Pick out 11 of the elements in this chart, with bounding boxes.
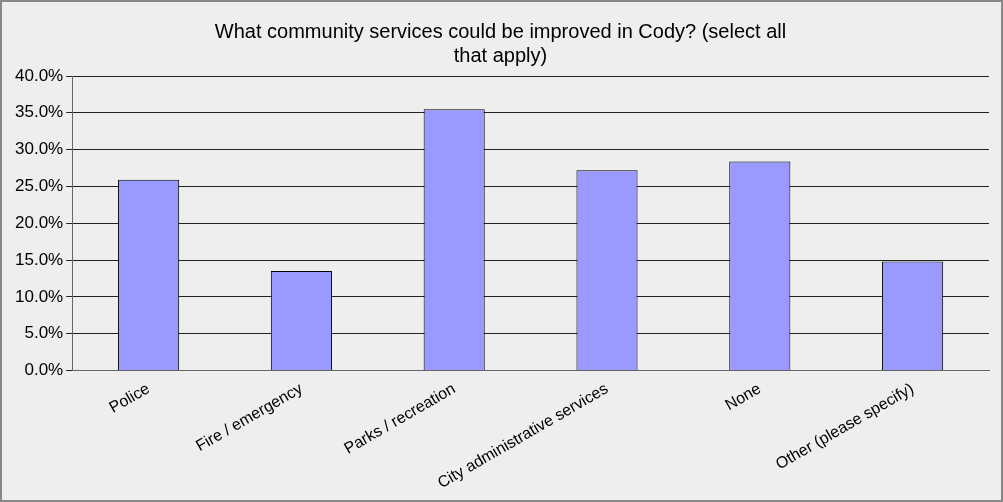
y-tick-label: 20.0% [15,212,64,232]
y-tick-label: 40.0% [15,65,64,85]
x-tick-label: None [721,379,764,414]
chart-title: What community services could be improved in Cody? (select all that apply) [214,19,787,66]
y-tick-label: 25.0% [15,176,64,196]
y-tick-label: 10.0% [15,286,64,306]
y-tick-label: 5.0% [24,323,64,343]
y-tick-label: 30.0% [15,139,64,159]
y-tick-label: 0.0% [24,360,64,380]
y-tick-label: 15.0% [15,249,64,269]
y-tick-label: 35.0% [15,102,64,122]
